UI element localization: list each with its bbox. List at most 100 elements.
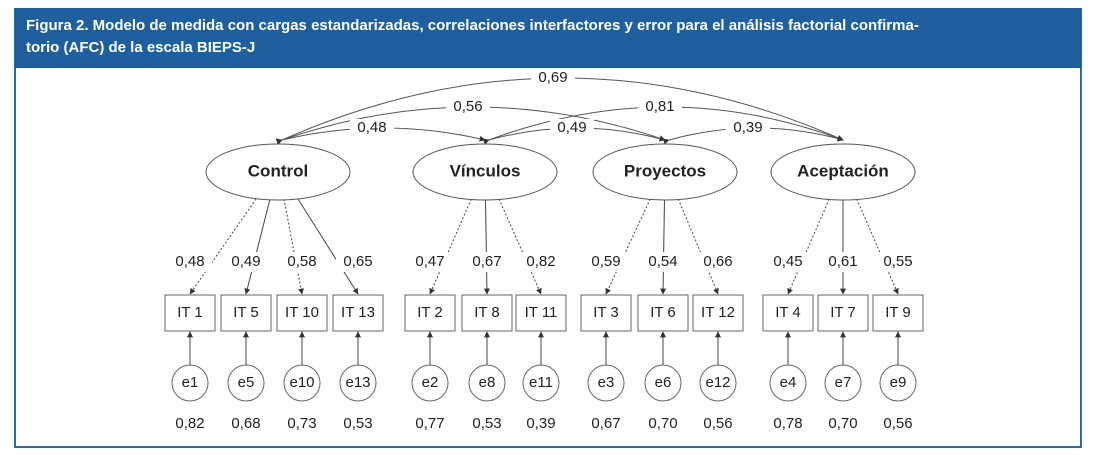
title-line: torio (AFC) de la escala BIEPS-J bbox=[26, 39, 256, 56]
factor-label: Control bbox=[248, 161, 308, 180]
error-label: e11 bbox=[529, 374, 553, 391]
error-circle bbox=[171, 364, 209, 402]
factor-label: Aceptación bbox=[797, 161, 889, 180]
loading-arrow bbox=[189, 198, 257, 295]
error-label: e12 bbox=[705, 374, 730, 391]
item-label: IT 3 bbox=[593, 304, 619, 321]
error-value: 0,56 bbox=[703, 415, 732, 432]
loading-label: 0,59 bbox=[591, 253, 620, 270]
factor-ellipse bbox=[592, 143, 738, 201]
factor-ellipse bbox=[770, 143, 916, 201]
loading-label: 0,65 bbox=[343, 253, 372, 270]
label-bg bbox=[336, 252, 380, 272]
item-box bbox=[515, 294, 567, 332]
factor-label: Proyectos bbox=[624, 161, 706, 180]
correlation-label: 0,81 bbox=[645, 98, 674, 115]
label-bg bbox=[726, 119, 770, 137]
label-bg bbox=[550, 119, 594, 137]
error-label: e3 bbox=[598, 374, 615, 391]
label-bg bbox=[446, 98, 490, 116]
item-label: IT 13 bbox=[341, 304, 375, 321]
correlation-label: 0,39 bbox=[733, 119, 762, 136]
item-label: IT 9 bbox=[885, 304, 911, 321]
loading-label: 0,61 bbox=[828, 253, 857, 270]
item-box bbox=[580, 294, 632, 332]
error-circle bbox=[699, 364, 737, 402]
item-label: IT 2 bbox=[417, 304, 443, 321]
item-label: IT 8 bbox=[474, 304, 500, 321]
error-label: e8 bbox=[479, 374, 496, 391]
item-box bbox=[220, 294, 272, 332]
item-box bbox=[332, 294, 384, 332]
item-label: IT 4 bbox=[775, 304, 801, 321]
error-label: e6 bbox=[655, 374, 672, 391]
item-label: IT 11 bbox=[525, 304, 558, 321]
loading-label: 0,82 bbox=[526, 253, 555, 270]
error-label: e13 bbox=[345, 374, 370, 391]
error-circle bbox=[644, 364, 682, 402]
label-bg bbox=[465, 252, 509, 272]
loading-arrow bbox=[856, 198, 899, 295]
label-bg bbox=[876, 252, 920, 272]
error-label: e9 bbox=[890, 374, 907, 391]
loading-arrow bbox=[660, 198, 667, 295]
loading-label: 0,58 bbox=[287, 253, 316, 270]
loading-label: 0,45 bbox=[773, 253, 802, 270]
loading-label: 0,66 bbox=[703, 253, 732, 270]
loading-label: 0,55 bbox=[883, 253, 912, 270]
title-line: Figura 2. Modelo de medida con cargas es… bbox=[26, 17, 919, 34]
item-label: IT 6 bbox=[650, 304, 676, 321]
loading-label: 0,54 bbox=[648, 253, 677, 270]
figure-header: Figura 2. Modelo de medida con cargas es… bbox=[14, 8, 1082, 68]
loading-arrow bbox=[297, 198, 359, 295]
error-value: 0,73 bbox=[287, 415, 316, 432]
factor-ellipse bbox=[205, 143, 351, 201]
label-bg bbox=[280, 252, 324, 272]
correlation-label: 0,48 bbox=[357, 119, 386, 136]
label-bg bbox=[519, 252, 563, 272]
error-value: 0,78 bbox=[773, 415, 802, 432]
error-circle bbox=[769, 364, 807, 402]
item-label: IT 12 bbox=[701, 304, 735, 321]
error-value: 0,70 bbox=[648, 415, 677, 432]
loading-arrow bbox=[283, 198, 304, 295]
item-box bbox=[276, 294, 328, 332]
label-bg bbox=[584, 252, 628, 272]
item-box bbox=[872, 294, 924, 332]
loading-label: 0,47 bbox=[415, 253, 444, 270]
loading-label: 0,67 bbox=[472, 253, 501, 270]
error-value: 0,53 bbox=[472, 415, 501, 432]
error-value: 0,82 bbox=[175, 415, 204, 432]
item-box bbox=[817, 294, 869, 332]
error-circle bbox=[339, 364, 377, 402]
error-circle bbox=[879, 364, 917, 402]
correlation-label: 0,49 bbox=[557, 119, 586, 136]
correlation-label: 0,69 bbox=[538, 69, 567, 86]
item-box bbox=[692, 294, 744, 332]
error-value: 0,68 bbox=[231, 415, 260, 432]
item-box bbox=[461, 294, 513, 332]
loading-arrow bbox=[498, 198, 542, 295]
loading-arrow bbox=[605, 198, 651, 295]
error-value: 0,53 bbox=[343, 415, 372, 432]
loading-label: 0,48 bbox=[175, 253, 204, 270]
error-circle bbox=[522, 364, 560, 402]
loading-arrow bbox=[677, 198, 719, 295]
item-box bbox=[637, 294, 689, 332]
factor-label: Vínculos bbox=[450, 161, 521, 180]
label-bg bbox=[641, 252, 685, 272]
loading-label: 0,49 bbox=[231, 253, 260, 270]
label-bg bbox=[766, 252, 810, 272]
error-label: e5 bbox=[238, 374, 255, 391]
error-label: e4 bbox=[780, 374, 797, 391]
error-value: 0,67 bbox=[591, 415, 620, 432]
error-value: 0,70 bbox=[828, 415, 857, 432]
error-label: e1 bbox=[182, 374, 199, 391]
error-circle bbox=[587, 364, 625, 402]
error-circle bbox=[824, 364, 862, 402]
factor-ellipse bbox=[412, 143, 558, 201]
loading-arrow bbox=[483, 198, 490, 295]
label-bg bbox=[350, 119, 394, 137]
error-value: 0,39 bbox=[526, 415, 555, 432]
